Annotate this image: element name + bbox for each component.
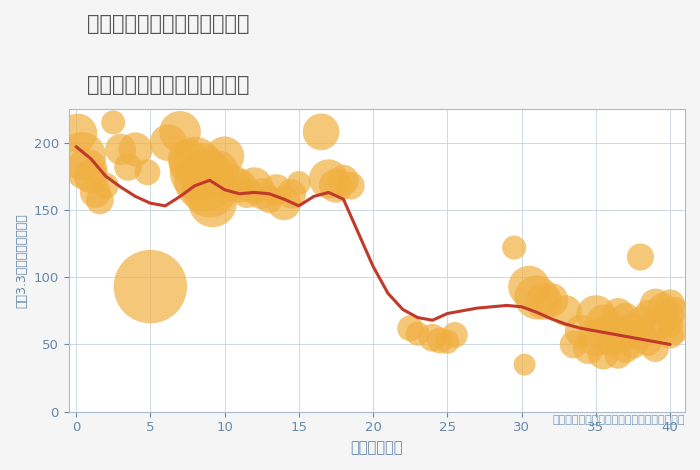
Point	[145, 283, 156, 290]
Point	[650, 345, 661, 352]
Point	[122, 163, 134, 171]
Point	[627, 325, 638, 332]
Point	[226, 179, 237, 187]
Point	[204, 186, 216, 194]
Point	[248, 182, 260, 189]
Point	[219, 152, 230, 160]
Point	[211, 168, 223, 176]
Point	[664, 311, 676, 319]
Point	[162, 139, 174, 146]
Point	[605, 338, 616, 345]
Point	[627, 341, 638, 348]
Point	[664, 331, 676, 339]
Point	[669, 307, 680, 314]
Point	[316, 128, 327, 136]
Point	[130, 146, 141, 153]
Point	[115, 146, 126, 153]
Point	[538, 298, 550, 305]
X-axis label: 築年数（年）: 築年数（年）	[351, 440, 403, 455]
Point	[650, 325, 661, 332]
Point	[207, 199, 218, 207]
Point	[620, 345, 631, 352]
Point	[412, 330, 423, 337]
Point	[598, 350, 609, 358]
Point	[664, 300, 676, 308]
Point	[509, 244, 520, 251]
Point	[199, 177, 211, 184]
Point	[182, 155, 193, 163]
Point	[142, 168, 153, 176]
Point	[345, 182, 356, 189]
Point	[657, 305, 668, 312]
Point	[94, 197, 106, 204]
Point	[620, 331, 631, 339]
Point	[323, 175, 334, 183]
Point	[583, 345, 594, 352]
Point	[657, 318, 668, 325]
Point	[100, 182, 111, 189]
Point	[174, 128, 186, 136]
Point	[546, 296, 557, 304]
Point	[620, 314, 631, 321]
Point	[427, 334, 438, 342]
Point	[76, 152, 88, 160]
Point	[293, 179, 304, 187]
Text: 築年数別中古マンション価格: 築年数別中古マンション価格	[88, 75, 250, 95]
Point	[434, 337, 445, 344]
Point	[234, 182, 245, 189]
Point	[85, 172, 97, 180]
Point	[650, 300, 661, 308]
Point	[669, 327, 680, 335]
Point	[256, 190, 267, 197]
Point	[635, 331, 646, 339]
Point	[575, 327, 587, 335]
Text: 円の大きさは、取引のあった物件面積を示す: 円の大きさは、取引のあった物件面積を示す	[552, 415, 685, 425]
Point	[524, 283, 535, 290]
Point	[449, 331, 461, 339]
Point	[519, 361, 530, 368]
Point	[590, 334, 601, 342]
Point	[635, 253, 646, 261]
Point	[338, 177, 349, 184]
Point	[330, 182, 342, 189]
Point	[635, 318, 646, 325]
Point	[271, 186, 282, 194]
Point	[568, 341, 579, 348]
Point	[194, 168, 205, 176]
Point	[405, 325, 416, 332]
Point	[590, 311, 601, 319]
Point	[279, 199, 290, 207]
Point	[286, 190, 297, 197]
Point	[81, 166, 92, 173]
Point	[189, 159, 200, 166]
Point	[264, 196, 275, 203]
Point	[664, 321, 676, 328]
Point	[531, 294, 542, 301]
Point	[241, 188, 253, 196]
Point	[561, 307, 572, 314]
Point	[598, 318, 609, 325]
Point	[90, 188, 101, 196]
Point	[612, 310, 624, 317]
Point	[605, 325, 616, 332]
Point	[108, 119, 119, 126]
Point	[643, 310, 654, 317]
Y-axis label: 坪（3.3㎡）単価（万円）: 坪（3.3㎡）単価（万円）	[15, 213, 28, 308]
Point	[442, 338, 453, 345]
Point	[72, 129, 83, 137]
Text: 神奈川県横浜市緑区長津田町: 神奈川県横浜市緑区長津田町	[88, 14, 250, 34]
Point	[643, 338, 654, 345]
Point	[612, 352, 624, 359]
